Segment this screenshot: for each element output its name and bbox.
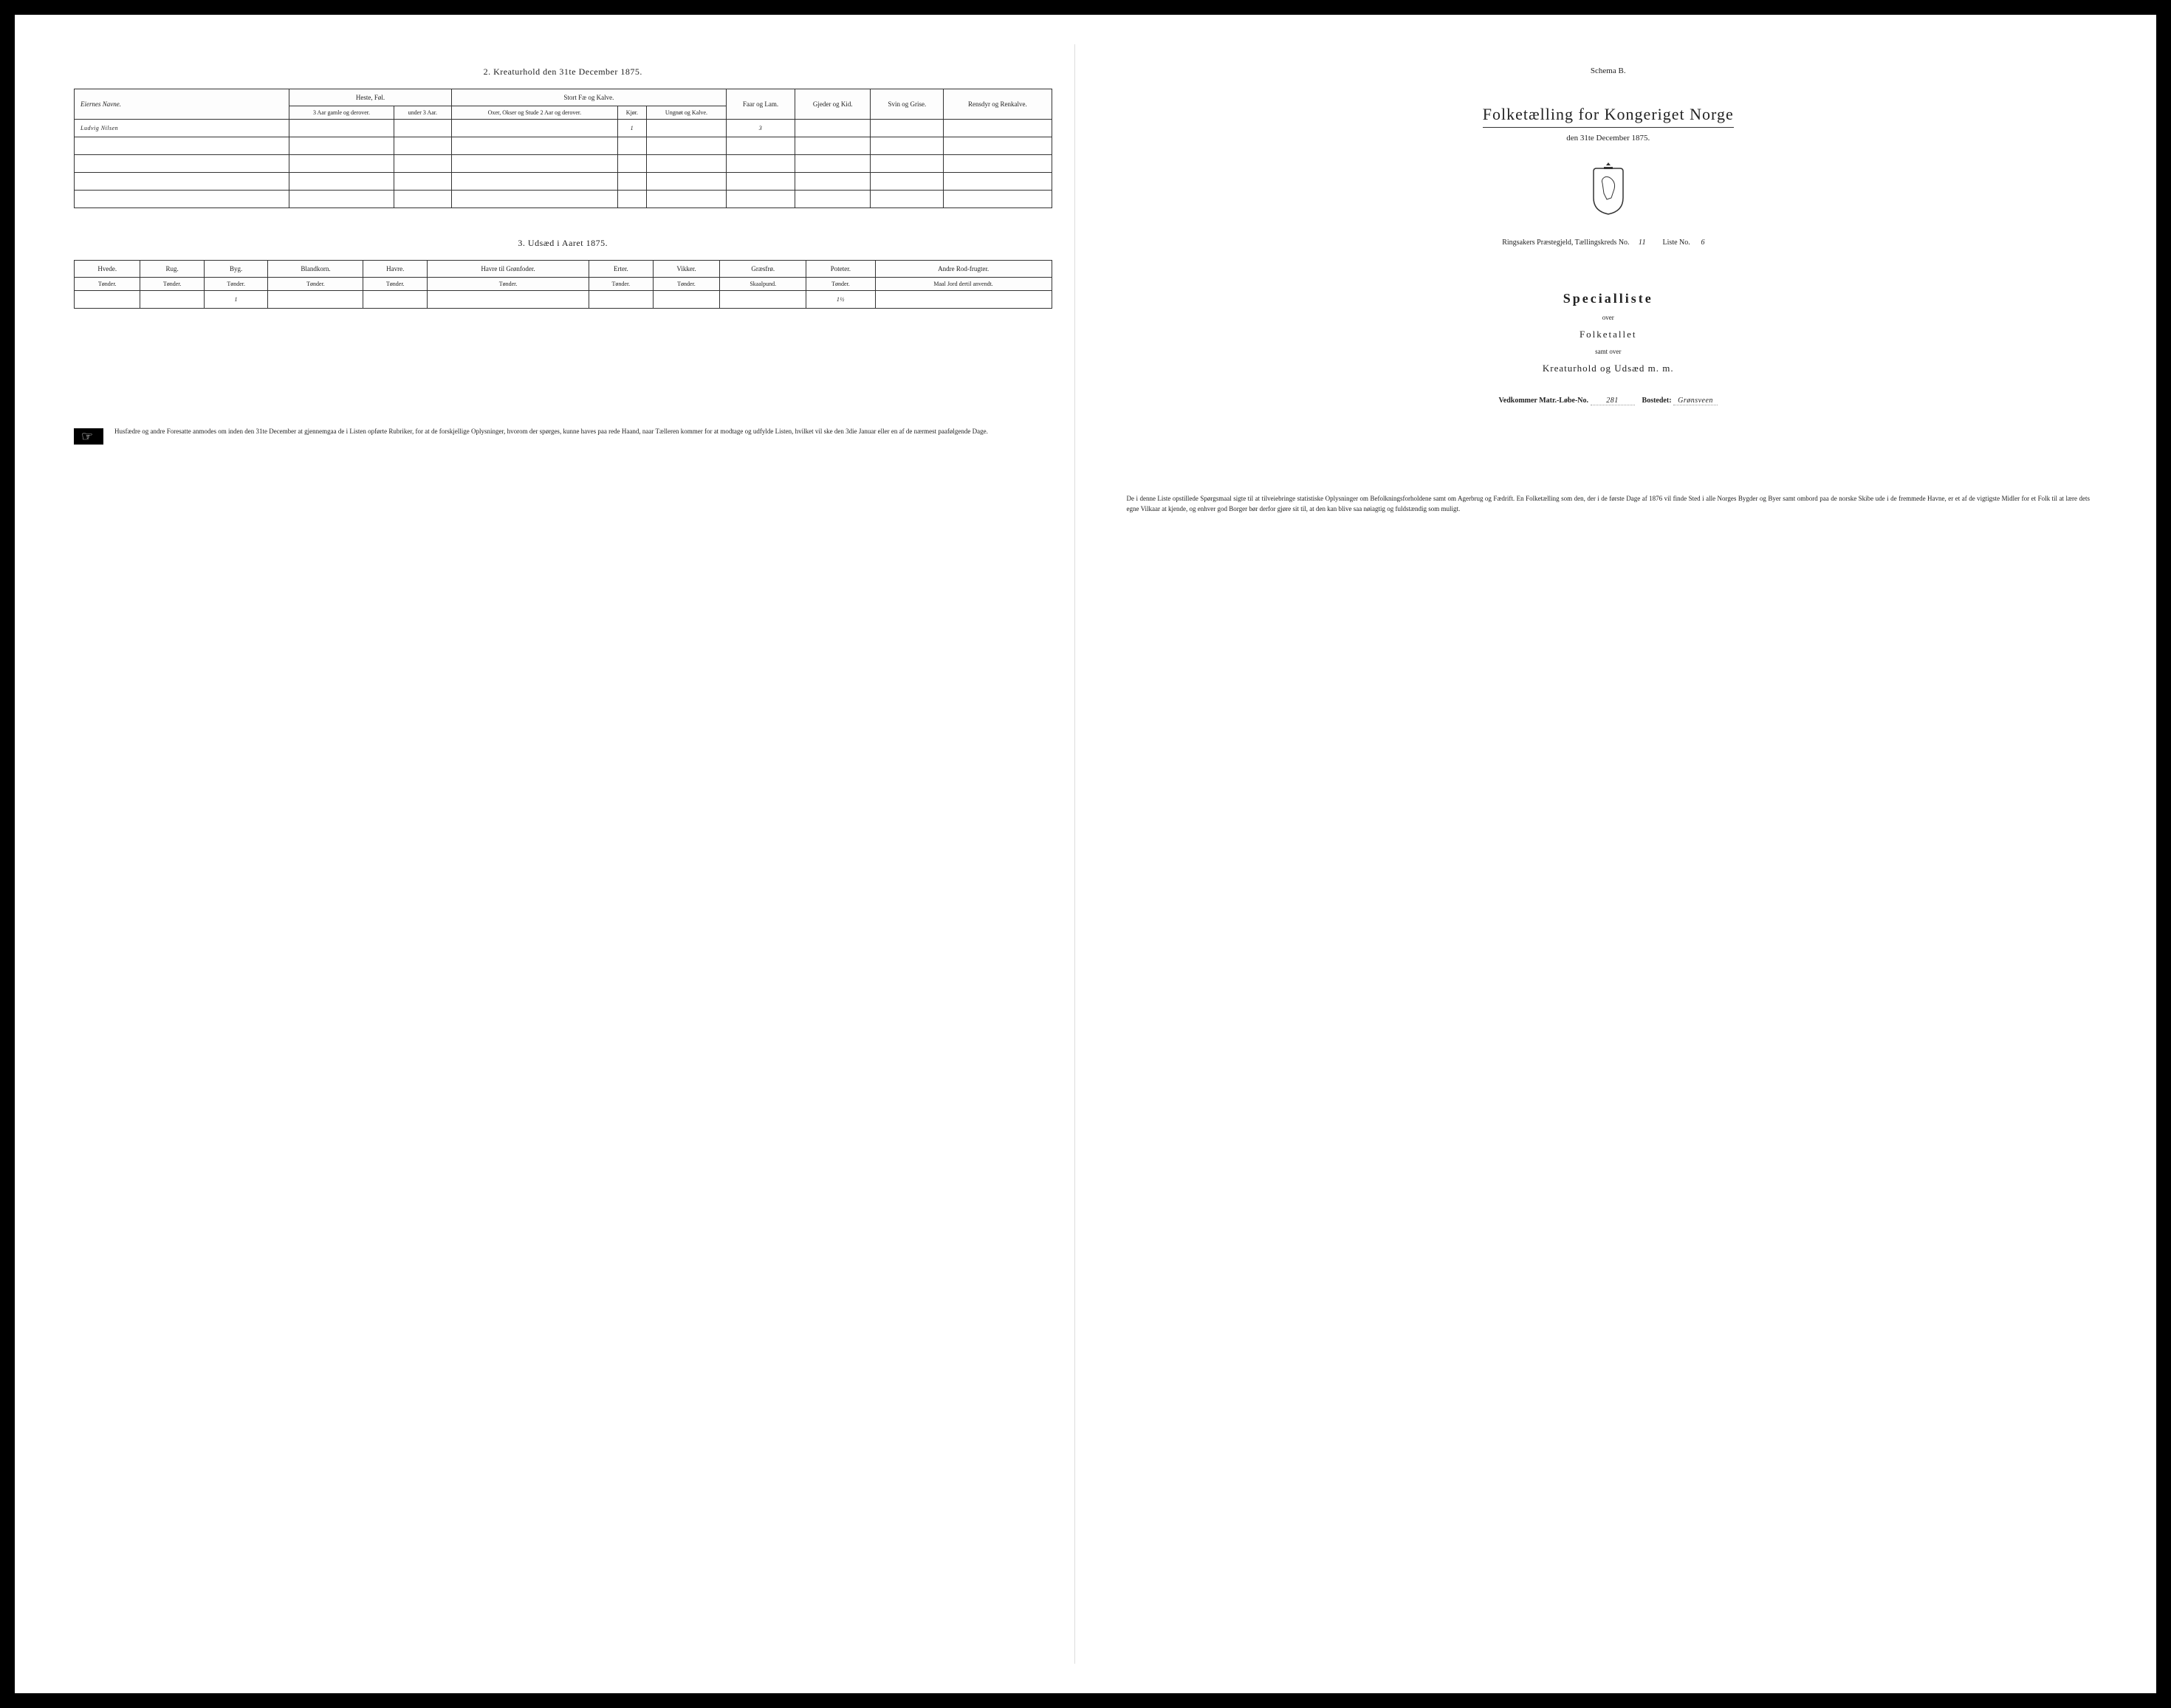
- cell: [795, 120, 871, 137]
- specialliste-title: Specialliste: [1119, 291, 2098, 306]
- table-row: [75, 137, 1052, 155]
- sub-heste2: under 3 Aar.: [394, 106, 451, 120]
- unit: Tønder.: [363, 278, 428, 291]
- bostedet-value: Grønsveen: [1673, 397, 1718, 405]
- unit: Tønder.: [806, 278, 876, 291]
- sub-stort1: Oxer, Okser og Stude 2 Aar og derover.: [451, 106, 617, 120]
- kreatur-line: Kreaturhold og Udsæd m. m.: [1119, 363, 2098, 374]
- sub-stort2: Kjør.: [617, 106, 646, 120]
- unit: Tønder.: [589, 278, 654, 291]
- seed-table: Hvede. Rug. Byg. Blandkorn. Havre. Havre…: [74, 260, 1052, 309]
- col-owner: Eiernes Navne.: [75, 89, 289, 120]
- cell: [289, 120, 394, 137]
- cell: [394, 120, 451, 137]
- cell-faar: 3: [726, 120, 795, 137]
- liste-no: 6: [1692, 239, 1714, 247]
- col-rug: Rug.: [140, 261, 205, 278]
- unit: Tønder.: [427, 278, 589, 291]
- cell: [363, 291, 428, 309]
- cell: [871, 120, 944, 137]
- unit: Maal Jord dertil anvendt.: [875, 278, 1052, 291]
- livestock-table: Eiernes Navne. Heste, Føl. Stort Fæ og K…: [74, 89, 1052, 208]
- col-gjeder: Gjeder og Kid.: [795, 89, 871, 120]
- col-grasfro: Græsfrø.: [720, 261, 806, 278]
- table-row: 1 1½: [75, 291, 1052, 309]
- matr-no: 281: [1591, 397, 1635, 405]
- book-spread: 2. Kreaturhold den 31te December 1875. E…: [52, 44, 2119, 1664]
- col-havre-gron: Havre til Grønfoder.: [427, 261, 589, 278]
- cell: [140, 291, 205, 309]
- table-row: [75, 173, 1052, 191]
- table-row: [75, 155, 1052, 173]
- col-svin: Svin og Grise.: [871, 89, 944, 120]
- right-footer-text: De i denne Liste opstillede Spørgsmaal s…: [1119, 494, 2098, 514]
- sub-heste1: 3 Aar gamle og derover.: [289, 106, 394, 120]
- col-erter: Erter.: [589, 261, 654, 278]
- schema-label: Schema B.: [1119, 66, 2098, 75]
- notice-text: Husfædre og andre Foresatte anmodes om i…: [114, 427, 988, 445]
- cell-kjor: 1: [617, 120, 646, 137]
- unit: Skaalpund.: [720, 278, 806, 291]
- owner-cell: Ludvig Nilsen: [75, 120, 289, 137]
- group-stort: Stort Fæ og Kalve.: [451, 89, 726, 106]
- unit: Tønder.: [204, 278, 268, 291]
- coat-of-arms-icon: [1586, 161, 1630, 216]
- cell: [653, 291, 720, 309]
- over-label: over: [1119, 314, 2098, 321]
- table-row: [75, 191, 1052, 208]
- folketallet: Folketallet: [1119, 329, 2098, 340]
- left-page: 2. Kreaturhold den 31te December 1875. E…: [52, 44, 1075, 1664]
- liste-label: Liste No.: [1663, 239, 1690, 247]
- cell: [268, 291, 363, 309]
- cell: [875, 291, 1052, 309]
- sub-stort3: Ungnøt og Kalve.: [646, 106, 726, 120]
- notice-block: Husfædre og andre Foresatte anmodes om i…: [74, 427, 1052, 445]
- unit: Tønder.: [140, 278, 205, 291]
- parish-line: Ringsakers Præstegjeld, Tællingskreds No…: [1119, 239, 2098, 247]
- cell: [427, 291, 589, 309]
- col-havre: Havre.: [363, 261, 428, 278]
- col-rod: Andre Rod-frugter.: [875, 261, 1052, 278]
- col-rensdyr: Rensdyr og Renkalve.: [944, 89, 1052, 120]
- cell: [944, 120, 1052, 137]
- table3-heading: 3. Udsæd i Aaret 1875.: [74, 238, 1052, 249]
- cell: [720, 291, 806, 309]
- cell: [451, 120, 617, 137]
- cell-poteter: 1½: [806, 291, 876, 309]
- bostedet-label: Bostedet:: [1642, 397, 1672, 405]
- parish-label: Ringsakers Præstegjeld, Tællingskreds No…: [1502, 239, 1629, 247]
- col-hvede: Hvede.: [75, 261, 140, 278]
- col-poteter: Poteter.: [806, 261, 876, 278]
- table-row: Ludvig Nilsen 1 3: [75, 120, 1052, 137]
- col-blandkorn: Blandkorn.: [268, 261, 363, 278]
- matr-line: Vedkommer Matr.-Løbe-No. 281 Bostedet: G…: [1119, 397, 2098, 405]
- table2-heading: 2. Kreaturhold den 31te December 1875.: [74, 66, 1052, 78]
- col-byg: Byg.: [204, 261, 268, 278]
- scan-frame: 2. Kreaturhold den 31te December 1875. E…: [15, 15, 2156, 1693]
- cell: [75, 291, 140, 309]
- matr-label: Vedkommer Matr.-Løbe-No.: [1498, 397, 1588, 405]
- cell: [646, 120, 726, 137]
- cell-byg: 1: [204, 291, 268, 309]
- col-faar: Faar og Lam.: [726, 89, 795, 120]
- date-line: den 31te December 1875.: [1119, 134, 2098, 143]
- pointing-hand-icon: [74, 428, 103, 445]
- samt-over: samt over: [1119, 348, 2098, 355]
- col-vikker: Vikker.: [653, 261, 720, 278]
- unit: Tønder.: [75, 278, 140, 291]
- parish-no: 11: [1631, 239, 1653, 247]
- right-page: Schema B. Folketælling for Kongeriget No…: [1097, 44, 2120, 1664]
- unit: Tønder.: [268, 278, 363, 291]
- cell: [589, 291, 654, 309]
- group-heste: Heste, Føl.: [289, 89, 452, 106]
- unit: Tønder.: [653, 278, 720, 291]
- main-title: Folketælling for Kongeriget Norge: [1483, 105, 1734, 128]
